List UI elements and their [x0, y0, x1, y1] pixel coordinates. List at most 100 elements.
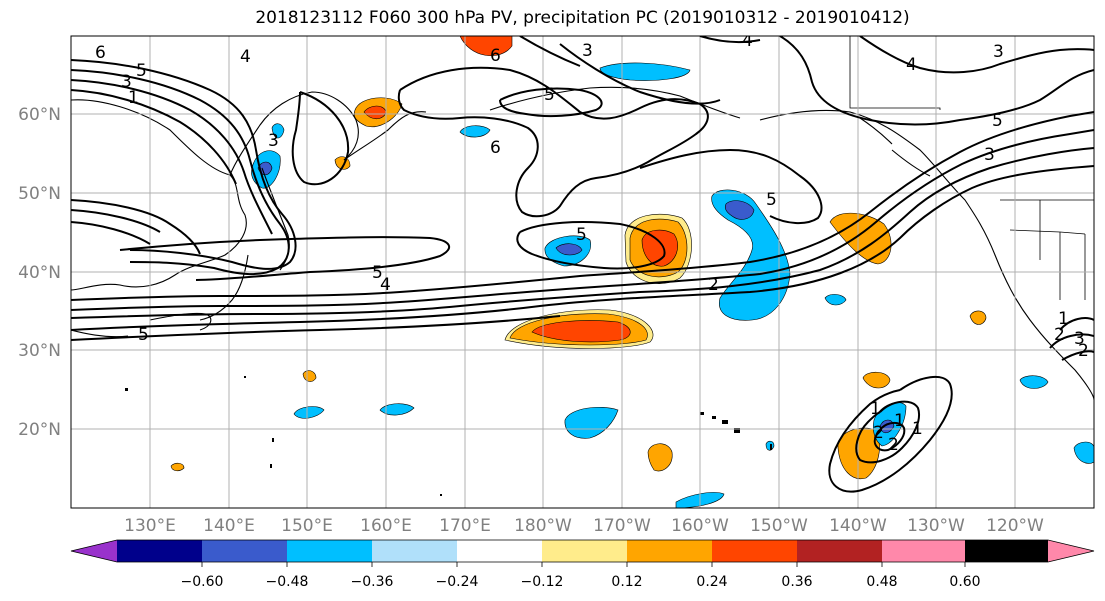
contour-label: 3	[582, 41, 593, 61]
contour-label: 4	[240, 47, 251, 67]
precip-anomaly-negative	[271, 123, 285, 139]
colorbar-tick-label: −0.36	[351, 574, 394, 590]
colorbar-tick-label: −0.60	[181, 574, 224, 590]
lon-tick-label: 160°E	[360, 516, 412, 536]
precip-anomaly-negative	[1019, 375, 1049, 389]
contour-label: 3	[984, 145, 995, 165]
contour-label: 1	[1058, 309, 1069, 329]
precip-anomaly-negative	[724, 200, 755, 220]
colorbar-segment	[627, 540, 712, 562]
contour-label: 3	[121, 72, 132, 92]
contour-label: 5	[544, 85, 555, 105]
lon-tick-label: 170°E	[439, 516, 491, 536]
lon-tick-label: 150°W	[750, 516, 808, 536]
contour-label: 2	[888, 435, 899, 455]
colorbar-segment	[542, 540, 627, 562]
colorbar-segment	[372, 540, 457, 562]
colorbar-tick-label: 0.48	[866, 574, 897, 590]
colorbar-segment	[797, 540, 882, 562]
contour-label: 2	[708, 275, 719, 295]
colorbar: −0.60 −0.48 −0.36 −0.24 −0.12 0.12 0.24 …	[70, 539, 1095, 590]
contour-label: 3	[1074, 329, 1085, 349]
pv-contours	[71, 36, 1094, 493]
colorbar-tick-label: −0.24	[436, 574, 479, 590]
contour-label: 5	[766, 190, 777, 210]
contour-label: 3	[993, 42, 1004, 62]
contour-label: 6	[490, 46, 501, 66]
colorbar-tick-label: 0.12	[611, 574, 642, 590]
pv-contour-labels: 6 4 5 3 1 3 6 5 6 2 4 3 5 5 3 4 5 5 5 4 …	[95, 31, 1089, 455]
precip-anomaly-negative	[379, 403, 415, 416]
lon-tick-label: 120°W	[986, 516, 1044, 536]
lon-tick-label: 180°W	[514, 516, 572, 536]
contour-label: 2	[1054, 325, 1065, 345]
lat-tick-label: 60°N	[18, 105, 61, 125]
contour-label: 2	[873, 423, 884, 443]
lat-tick-label: 40°N	[18, 263, 61, 283]
lat-tick-label: 20°N	[18, 420, 61, 440]
precip-anomaly-positive	[531, 320, 631, 343]
precip-anomaly-positive	[170, 462, 185, 472]
precip-anomaly-negative	[293, 406, 325, 419]
contour-label: 1	[870, 399, 881, 419]
colorbar-extend-high	[1048, 540, 1094, 562]
contour-label: 5	[576, 225, 587, 245]
contour-label: 5	[138, 325, 149, 345]
map-frame	[70, 35, 1095, 509]
precip-anomaly-positive	[837, 427, 880, 480]
map-area: 6 4 5 3 1 3 6 5 6 2 4 3 5 5 3 4 5 5 5 4 …	[71, 31, 1094, 508]
contour-label: 6	[490, 138, 501, 158]
precip-anomaly-negative	[1073, 441, 1094, 464]
lon-tick-label: 140°W	[829, 516, 887, 536]
colorbar-segment	[965, 540, 1048, 562]
precip-anomaly-positive	[641, 229, 678, 267]
lon-tick-label: 150°E	[281, 516, 333, 536]
precip-anomaly-negative	[555, 243, 583, 256]
lat-tick-label: 30°N	[18, 341, 61, 361]
contour-label: 1	[912, 419, 923, 439]
colorbar-tick-label: 0.24	[696, 574, 727, 590]
colorbar-segment	[117, 540, 202, 562]
precip-anomaly-negative	[824, 294, 847, 306]
political-borders	[849, 36, 1094, 300]
precip-anomaly-negative	[564, 407, 619, 439]
latitude-labels: 60°N 50°N 40°N 30°N 20°N	[18, 105, 61, 440]
contour-label: 2	[1078, 341, 1089, 361]
islands	[125, 376, 772, 496]
colorbar-segment	[882, 540, 965, 562]
precip-anomaly-negative	[711, 189, 791, 321]
contour-label: 4	[906, 55, 917, 75]
colorbar-segment	[457, 540, 542, 562]
colorbar-tick-label: −0.48	[266, 574, 309, 590]
precip-anomaly-positive	[969, 310, 987, 325]
lat-tick-label: 50°N	[18, 184, 61, 204]
longitude-labels: 130°E 140°E 150°E 160°E 170°E 180°W 170°…	[124, 516, 1044, 536]
colorbar-tick-label: 0.36	[781, 574, 812, 590]
precip-anomaly-positive	[647, 443, 673, 472]
contour-label: 3	[268, 131, 279, 151]
lon-tick-label: 130°E	[124, 516, 176, 536]
lon-tick-label: 140°E	[203, 516, 255, 536]
contour-label: 1	[128, 88, 139, 108]
colorbar-tick-label: −0.12	[521, 574, 564, 590]
lon-tick-label: 170°W	[593, 516, 651, 536]
colorbar-segment	[712, 540, 797, 562]
precip-shading	[170, 36, 1094, 508]
contour-label: 1	[894, 411, 905, 431]
precip-anomaly-positive	[862, 371, 891, 389]
contour-label: 4	[742, 31, 753, 51]
contour-label: 6	[95, 43, 106, 63]
colorbar-segment	[202, 540, 287, 562]
precip-anomaly-negative	[459, 125, 491, 138]
precip-anomaly-positive	[829, 212, 892, 265]
lon-tick-label: 130°W	[907, 516, 965, 536]
map-title: 2018123112 F060 300 hPa PV, precipitatio…	[255, 8, 910, 28]
colorbar-segment	[287, 540, 372, 562]
lon-tick-label: 160°W	[671, 516, 729, 536]
colorbar-extend-low	[71, 540, 117, 562]
colorbar-tick-label: 0.60	[949, 574, 980, 590]
colorbar-outline	[70, 539, 1095, 563]
contour-label: 4	[380, 275, 391, 295]
contour-label: 5	[372, 263, 383, 283]
